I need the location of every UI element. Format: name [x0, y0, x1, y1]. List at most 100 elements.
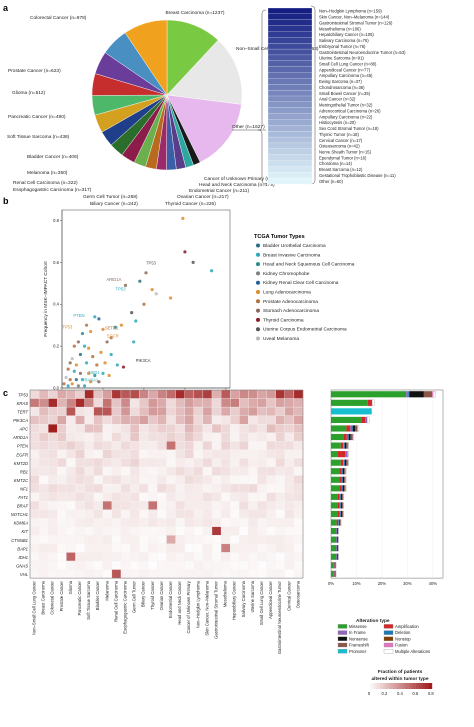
gene-bar-segment — [338, 502, 340, 508]
scatter-point — [77, 340, 80, 343]
heatmap-cell — [103, 433, 112, 442]
gene-bar-segment — [342, 477, 343, 483]
scatter-point — [105, 340, 108, 343]
heatmap-cell — [230, 399, 239, 408]
heatmap-cell — [203, 450, 212, 459]
fraction-gradient-step — [419, 683, 422, 689]
heatmap-cell — [203, 467, 212, 476]
heatmap-cell — [57, 390, 66, 399]
heatmap-cell — [230, 484, 239, 493]
pie-label-thyroid-cancer: Thyroid Cancer (n=226) — [165, 201, 216, 207]
heatmap-cell — [57, 544, 66, 553]
heatmap-cell — [66, 458, 75, 467]
tumor-type-label: Non–Hodgkin Lymphoma — [195, 580, 200, 628]
heatmap-cell — [294, 390, 303, 399]
heatmap-cell — [221, 501, 230, 510]
annotation-setd2: SETD2 — [105, 325, 119, 330]
fraction-gradient-step — [393, 683, 396, 689]
heatmap-cell — [130, 535, 139, 544]
heatmap-cell — [167, 518, 176, 527]
heatmap-cell — [76, 450, 85, 459]
heatmap-cell — [185, 416, 194, 425]
heatmap-cell — [121, 510, 130, 519]
gene-bar-segment — [345, 443, 346, 449]
legend-swatch — [256, 253, 260, 257]
scatter-point — [83, 384, 86, 387]
heatmap-cell — [267, 407, 276, 416]
legend-swatch — [256, 337, 260, 341]
heatmap-cell — [157, 484, 166, 493]
heatmap-cell — [212, 518, 221, 527]
heatmap-cell — [294, 544, 303, 553]
heatmap-cell — [176, 399, 185, 408]
heatmap-cell — [121, 527, 130, 536]
heatmap-cell — [203, 544, 212, 553]
scatter-point — [65, 376, 68, 379]
heatmap-cell — [112, 416, 121, 425]
gene-bar-segment — [424, 391, 432, 397]
heatmap-cell — [121, 561, 130, 570]
heatmap-cell — [57, 493, 66, 502]
heatmap-cell — [39, 501, 48, 510]
gene-bar-segment — [331, 562, 334, 568]
gene-bar-segment — [331, 537, 335, 543]
heatmap-cell — [221, 424, 230, 433]
heatmap-cell — [221, 450, 230, 459]
heatmap-cell — [176, 416, 185, 425]
tumor-type-label: Salivary Carcinoma — [241, 580, 246, 617]
heatmap-cell — [248, 493, 257, 502]
heatmap-cell — [148, 527, 157, 536]
heatmap-cell — [139, 390, 148, 399]
heatmap-cell — [112, 441, 121, 450]
heatmap-cell — [121, 544, 130, 553]
heatmap-cell — [194, 424, 203, 433]
tumor-type-label: Biliary Cancer — [141, 581, 146, 608]
heatmap-cell — [130, 552, 139, 561]
heatmap-cell — [85, 501, 94, 510]
fraction-gradient-step — [429, 683, 432, 689]
tumor-type-label: Non–Small Cell Lung Cancer — [31, 580, 36, 635]
gene-label-kmt2c: KMT2C — [14, 478, 29, 483]
heatmap-cell — [48, 458, 57, 467]
heatmap-cell — [85, 424, 94, 433]
gene-bar-segment — [334, 562, 335, 568]
gene-bar-segment — [344, 485, 345, 491]
heatmap-cell — [285, 518, 294, 527]
heatmap-cell — [130, 544, 139, 553]
heatmap-cell — [112, 450, 121, 459]
heatmap-cell — [185, 450, 194, 459]
gene-alteration-bars: 0%10%20%30%40% — [328, 390, 443, 586]
gene-bar-segment — [340, 494, 341, 500]
heatmap-cell — [76, 476, 85, 485]
heatmap-cell — [103, 399, 112, 408]
heatmap-cell — [294, 407, 303, 416]
heatmap-cell — [285, 458, 294, 467]
heatmap-cell — [239, 484, 248, 493]
heatmap-cell — [148, 570, 157, 579]
heatmap-cell — [66, 399, 75, 408]
tumor-type-label: Esophagogastric Carcinoma — [122, 580, 127, 633]
heatmap-cell — [130, 527, 139, 536]
heatmap-cell — [139, 407, 148, 416]
heatmap-cell — [276, 441, 285, 450]
heatmap-cell — [203, 484, 212, 493]
heatmap-cell — [57, 399, 66, 408]
tumor-type-label: Germ Cell Tumor — [132, 581, 137, 613]
scatter-point — [192, 261, 195, 264]
fraction-gradient-step — [387, 683, 390, 689]
heatmap-cell — [248, 510, 257, 519]
heatmap-cell — [248, 424, 257, 433]
heatmap-cell — [139, 510, 148, 519]
legend-label: Thyroid Carcinoma — [263, 317, 304, 323]
heatmap-cell — [130, 424, 139, 433]
heatmap-cell — [121, 518, 130, 527]
fraction-gradient-step — [367, 683, 370, 689]
heatmap-cell — [121, 390, 130, 399]
gene-bar-segment — [343, 443, 344, 449]
heatmap-cell — [258, 416, 267, 425]
heatmap-cell — [285, 424, 294, 433]
gene-label-pik3ca: PIK3CA — [13, 418, 28, 423]
pie-label-pancreatic-cancer: Pancreatic Cancer (n=490) — [8, 114, 66, 120]
